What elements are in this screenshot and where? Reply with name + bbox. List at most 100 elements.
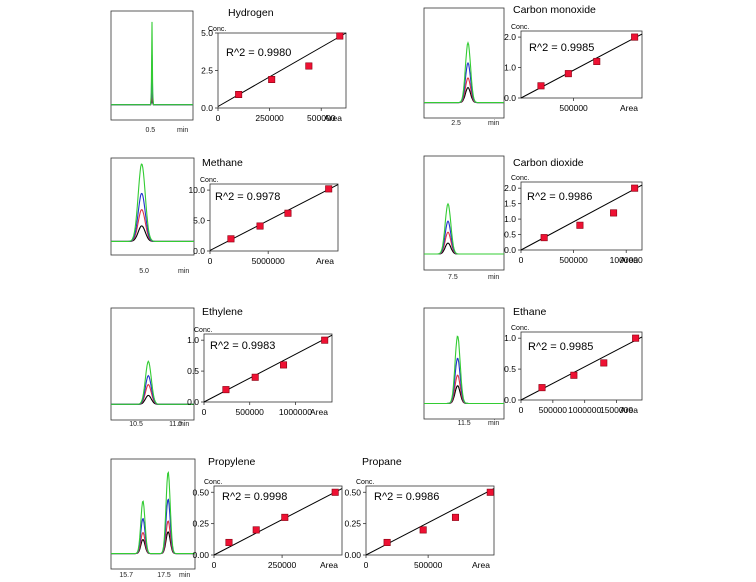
ethane-ytick-label: 1.0 (504, 333, 516, 343)
carbon-dioxide-data-point (610, 210, 616, 216)
propylene-xlabel: Area (320, 560, 338, 570)
propylene-data-point (253, 527, 259, 533)
ethane-chromatogram-label: 11.5 (458, 420, 471, 427)
carbon-monoxide-panel: 2.5 minCarbon monoxideConc.0.01.02.050000… (424, 4, 642, 127)
propane-xtick-label: 0 (364, 560, 369, 570)
methane-xlabel: Area (316, 256, 334, 266)
carbon-dioxide-chromatogram-label: min (488, 274, 499, 281)
propylene-panel: 15.7 17.5 min Propylene Conc. 0.00 0.25 0.50 0 25… (111, 456, 342, 579)
carbon-dioxide-data-point (577, 222, 583, 228)
ethylene-r2-label: R^2 = 0.9983 (210, 340, 275, 352)
ethane-xlabel: Area (620, 405, 638, 415)
hydrogen-ytick-label: 5.0 (201, 28, 213, 38)
propane-ylabel: Conc. (356, 479, 374, 486)
propane-xlabel: Area (472, 560, 490, 570)
ethylene-title: Ethylene (202, 306, 243, 318)
methane-data-point (257, 223, 263, 229)
propylene-xtick-label: 0 (212, 560, 217, 570)
methane-panel: 5.0 min Methane Conc. 0.0 5.0 10.0 0 5000000 Area… (111, 157, 338, 275)
methane-chromatogram-label: min (178, 268, 189, 275)
propane-data-point (420, 527, 426, 533)
propylene-data-point (332, 489, 338, 495)
ethylene-xtick-label: 0 (202, 407, 207, 417)
propylene-calibration-plot: PropyleneConc.0.000.250.500 250000 AreaR^2… (192, 456, 342, 570)
methane-xtick-label: 0 (208, 256, 213, 266)
methane-chromatogram: 5.0 min (111, 158, 194, 275)
carbon-dioxide-r2-label: R^2 = 0.9986 (527, 191, 592, 203)
ethane-chromatogram-label: min (488, 420, 499, 427)
methane-ytick-label: 10.0 (188, 185, 205, 195)
ethylene-chromatogram-label: 10.5 (129, 421, 143, 428)
propylene-data-point (282, 514, 288, 520)
carbon-monoxide-data-point (538, 83, 544, 89)
propylene-ytick-label: 0.25 (192, 519, 209, 529)
hydrogen-data-point (268, 76, 274, 82)
carbon-monoxide-title: Carbon monoxide (513, 4, 596, 16)
carbon-monoxide-r2-label: R^2 = 0.9985 (529, 42, 594, 54)
propylene-chromatogram-label: 15.7 (119, 572, 133, 579)
propane-calibration-plot: Propane Conc. 0.00 0.25 0.50 0 500000 Area R^2 =… (344, 456, 494, 570)
ethane-ytick-label: 0.5 (504, 364, 516, 374)
propylene-ytick-label: 0.00 (192, 550, 209, 560)
ethylene-xtick-label: 1000000 (279, 407, 312, 417)
propylene-data-point (226, 539, 232, 545)
hydrogen-data-point (337, 33, 343, 39)
carbon-dioxide-xtick-label: 0 (519, 255, 524, 265)
ethylene-data-point (280, 362, 286, 368)
carbon-monoxide-ylabel: Conc. (511, 24, 529, 31)
ethylene-data-point (252, 374, 258, 380)
carbon-monoxide-xlabel: Area (620, 103, 638, 113)
methane-ytick-label: 0.0 (193, 246, 205, 256)
hydrogen-chromatogram-label: 0.5 (145, 127, 155, 134)
carbon-dioxide-chromatogram-label: 7.5 (448, 274, 458, 281)
carbon-dioxide-ytick-label: 1.5 (504, 199, 516, 209)
ethane-xtick-label: 1000000 (568, 405, 601, 415)
carbon-monoxide-data-point (565, 70, 571, 76)
hydrogen-ytick-label: 2.5 (201, 66, 213, 76)
hydrogen-title: Hydrogen (228, 7, 274, 19)
calibration-figure: 0.5 minHydrogenConc.0.02.55.00 250000 50000… (0, 0, 756, 582)
carbon-dioxide-xlabel: Area (620, 255, 638, 265)
propylene-chromatogram: 15.7 17.5 min (111, 459, 195, 579)
methane-calibration-plot: Methane Conc. 0.0 5.0 10.0 0 5000000 Area R^2 = … (188, 157, 338, 266)
methane-title: Methane (202, 157, 243, 169)
carbon-dioxide-xtick-label: 500000 (559, 255, 588, 265)
propylene-chromatogram-label: 17.5 (157, 572, 171, 579)
ethane-title: Ethane (513, 306, 546, 318)
carbon-monoxide-ytick-label: 2.0 (504, 32, 516, 42)
carbon-dioxide-data-point (541, 234, 547, 240)
carbon-monoxide-ytick-label: 1.0 (504, 63, 516, 73)
propane-ytick-label: 0.25 (344, 519, 361, 529)
methane-ytick-label: 5.0 (193, 216, 205, 226)
ethane-ytick-label: 0.0 (504, 395, 516, 405)
ethane-calibration-plot: Ethane Conc. 0.0 0.5 1.0 0 500000 1000000150000… (504, 306, 642, 415)
propylene-chromatogram-label: min (179, 572, 190, 579)
propane-r2-label: R^2 = 0.9986 (374, 491, 439, 503)
propane-data-point (384, 539, 390, 545)
propylene-title: Propylene (208, 456, 255, 468)
propane-title: Propane (362, 456, 402, 468)
methane-data-point (325, 186, 331, 192)
propane-ytick-label: 0.00 (344, 550, 361, 560)
ethane-data-point (601, 360, 607, 366)
carbon-monoxide-chromatogram-label: 2.5 (451, 120, 461, 127)
methane-data-point (228, 236, 234, 242)
ethane-panel: 11.5 min Ethane Conc. 0.0 0.5 1.0 0 500000 100000… (424, 306, 642, 427)
propylene-chromatogram-frame (111, 459, 195, 569)
propane-data-point (487, 489, 493, 495)
hydrogen-chromatogram: 0.5 min (111, 11, 193, 134)
ethane-xtick-label: 0 (519, 405, 524, 415)
propane-ytick-label: 0.50 (344, 487, 361, 497)
carbon-monoxide-data-point (631, 34, 637, 40)
ethylene-calibration-plot: EthyleneConc.0.00.51.00 500000 1000000Area… (187, 306, 332, 417)
propane-data-point (452, 514, 458, 520)
ethylene-xlabel: Area (310, 407, 328, 417)
carbon-dioxide-ytick-label: 0.5 (504, 230, 516, 240)
methane-r2-label: R^2 = 0.9978 (215, 191, 280, 203)
ethylene-ytick-label: 0.5 (187, 366, 199, 376)
propane-xtick-label: 500000 (414, 560, 443, 570)
hydrogen-r2-label: R^2 = 0.9980 (226, 47, 291, 59)
